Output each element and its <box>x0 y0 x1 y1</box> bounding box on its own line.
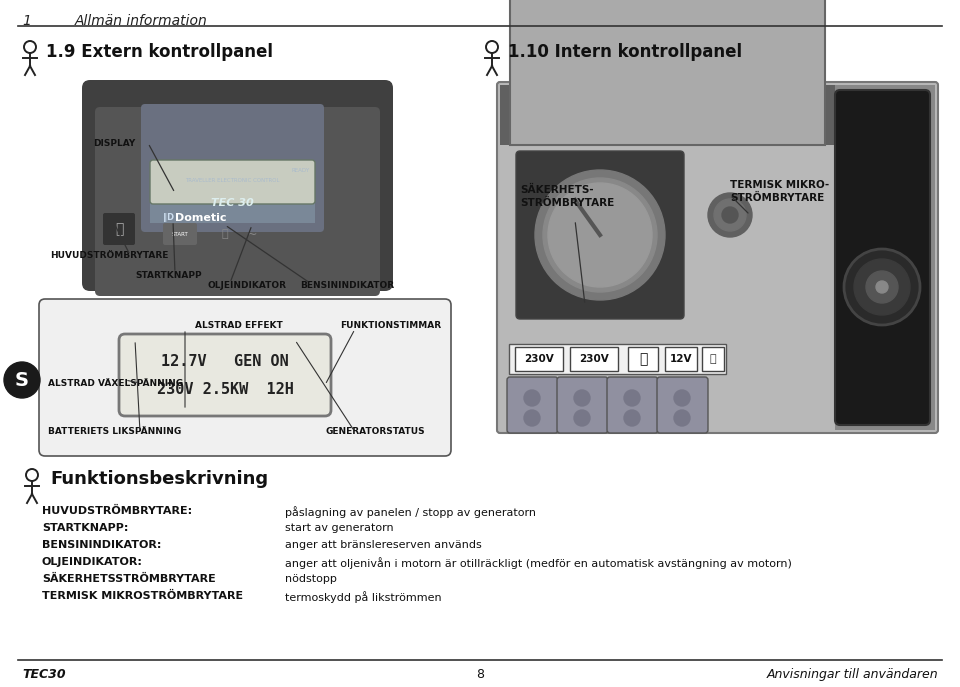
FancyBboxPatch shape <box>835 90 930 425</box>
Text: Dometic: Dometic <box>175 213 227 223</box>
Text: OLJEINDIKATOR: OLJEINDIKATOR <box>207 280 286 289</box>
Text: TEC30: TEC30 <box>22 668 65 681</box>
Text: BENSININDIKATOR: BENSININDIKATOR <box>300 280 395 289</box>
Text: 1.9 Extern kontrollpanel: 1.9 Extern kontrollpanel <box>46 43 273 61</box>
Text: anger att oljenivån i motorn är otillräckligt (medför en automatisk avstängning : anger att oljenivån i motorn är otillräc… <box>285 557 792 569</box>
Circle shape <box>708 193 752 237</box>
Circle shape <box>548 183 652 287</box>
Text: Allmän information: Allmän information <box>75 14 207 28</box>
FancyBboxPatch shape <box>665 347 697 371</box>
Text: ‖D: ‖D <box>163 214 174 223</box>
Text: ALSTRAD VÄXELSPÄNNING: ALSTRAD VÄXELSPÄNNING <box>48 379 183 387</box>
Text: nödstopp: nödstopp <box>285 574 337 584</box>
Text: HUVUDSTRÖMBRYTARE: HUVUDSTRÖMBRYTARE <box>50 251 168 260</box>
Text: READY: READY <box>292 168 310 172</box>
FancyBboxPatch shape <box>702 347 724 371</box>
FancyBboxPatch shape <box>510 0 825 145</box>
FancyBboxPatch shape <box>82 80 393 291</box>
Circle shape <box>624 410 640 426</box>
Text: START: START <box>172 232 188 236</box>
FancyBboxPatch shape <box>163 223 197 245</box>
Text: TRAVELLER ELECTRONIC CONTROL: TRAVELLER ELECTRONIC CONTROL <box>184 177 279 183</box>
Text: STARTKNAPP:: STARTKNAPP: <box>42 523 129 533</box>
Text: OLJEINDIKATOR:: OLJEINDIKATOR: <box>42 557 143 567</box>
Text: SÄKERHETSSTRÖMBRYTARE: SÄKERHETSSTRÖMBRYTARE <box>42 574 216 584</box>
Circle shape <box>535 170 665 300</box>
Text: Anvisningar till användaren: Anvisningar till användaren <box>766 668 938 681</box>
Circle shape <box>722 207 738 223</box>
FancyBboxPatch shape <box>835 85 935 430</box>
Circle shape <box>866 271 898 303</box>
Text: anger att bränslereserven används: anger att bränslereserven används <box>285 540 482 550</box>
FancyBboxPatch shape <box>150 160 315 204</box>
Text: Funktionsbeskrivning: Funktionsbeskrivning <box>50 470 268 488</box>
Text: termoskydd på likströmmen: termoskydd på likströmmen <box>285 591 442 603</box>
Circle shape <box>524 410 540 426</box>
Circle shape <box>543 178 657 292</box>
FancyBboxPatch shape <box>497 82 938 433</box>
Text: TERMISK MIKROSTRÖMBRYTARE: TERMISK MIKROSTRÖMBRYTARE <box>42 591 243 601</box>
FancyBboxPatch shape <box>103 213 135 245</box>
Text: 230V: 230V <box>579 354 609 364</box>
Text: ⛽: ⛽ <box>222 229 228 239</box>
Text: TEC 30: TEC 30 <box>210 198 253 208</box>
FancyBboxPatch shape <box>557 377 608 433</box>
Circle shape <box>714 199 746 231</box>
FancyBboxPatch shape <box>509 344 726 374</box>
FancyBboxPatch shape <box>95 107 380 296</box>
Circle shape <box>854 259 910 315</box>
Circle shape <box>844 249 920 325</box>
Circle shape <box>4 362 40 398</box>
Text: 1: 1 <box>22 14 31 28</box>
Text: ALSTRAD EFFEKT: ALSTRAD EFFEKT <box>195 321 283 330</box>
Text: ⛽: ⛽ <box>709 354 716 364</box>
FancyBboxPatch shape <box>39 299 451 456</box>
FancyBboxPatch shape <box>119 334 331 416</box>
Text: BATTERIETS LIKSPÄNNING: BATTERIETS LIKSPÄNNING <box>48 427 181 436</box>
Circle shape <box>574 410 590 426</box>
Circle shape <box>574 390 590 406</box>
Text: BENSININDIKATOR:: BENSININDIKATOR: <box>42 540 161 550</box>
Text: TERMISK MIKRO-
STRÖMBRYTARE: TERMISK MIKRO- STRÖMBRYTARE <box>730 180 829 203</box>
FancyBboxPatch shape <box>628 347 658 371</box>
Text: 12V: 12V <box>670 354 692 364</box>
FancyBboxPatch shape <box>570 347 618 371</box>
FancyBboxPatch shape <box>141 104 324 232</box>
Text: ⏻: ⏻ <box>115 222 123 236</box>
Circle shape <box>674 390 690 406</box>
Text: 1.10 Intern kontrollpanel: 1.10 Intern kontrollpanel <box>508 43 742 61</box>
Circle shape <box>876 281 888 293</box>
Text: FUNKTIONSTIMMAR: FUNKTIONSTIMMAR <box>340 321 442 330</box>
Circle shape <box>674 410 690 426</box>
Text: ~: ~ <box>247 227 257 240</box>
Text: HUVUDSTRÖMBRYTARE:: HUVUDSTRÖMBRYTARE: <box>42 506 192 516</box>
Text: SÄKERHETS-
STRÖMBRYTARE: SÄKERHETS- STRÖMBRYTARE <box>520 185 614 207</box>
FancyBboxPatch shape <box>657 377 708 433</box>
FancyBboxPatch shape <box>515 347 563 371</box>
FancyBboxPatch shape <box>507 377 558 433</box>
Text: 230V 2.5KW  12H: 230V 2.5KW 12H <box>156 383 294 398</box>
FancyBboxPatch shape <box>500 85 835 145</box>
Text: GENERATORSTATUS: GENERATORSTATUS <box>325 427 424 436</box>
Text: 8: 8 <box>476 668 484 681</box>
FancyBboxPatch shape <box>150 195 315 223</box>
Text: DISPLAY: DISPLAY <box>93 139 135 148</box>
Text: ⏚: ⏚ <box>638 352 647 366</box>
Circle shape <box>624 390 640 406</box>
Circle shape <box>524 390 540 406</box>
FancyBboxPatch shape <box>607 377 658 433</box>
Text: S: S <box>15 370 29 390</box>
Text: 12.7V   GEN ON: 12.7V GEN ON <box>161 354 289 370</box>
FancyBboxPatch shape <box>516 151 684 319</box>
Text: start av generatorn: start av generatorn <box>285 523 394 533</box>
Text: STARTKNAPP: STARTKNAPP <box>135 271 202 280</box>
Text: påslagning av panelen / stopp av generatorn: påslagning av panelen / stopp av generat… <box>285 506 536 518</box>
Text: 230V: 230V <box>524 354 554 364</box>
